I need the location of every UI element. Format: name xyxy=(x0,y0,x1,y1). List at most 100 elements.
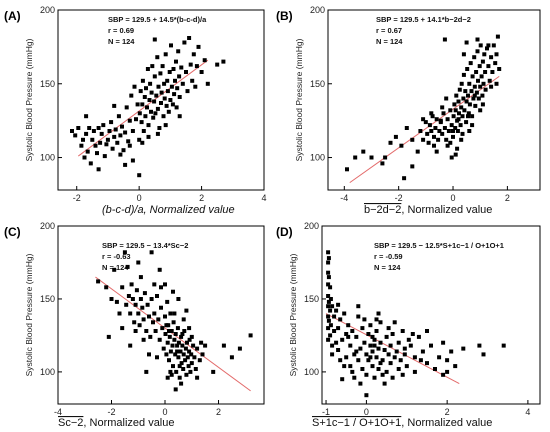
data-point xyxy=(104,142,109,147)
data-point xyxy=(142,95,147,99)
data-point xyxy=(147,314,151,319)
data-point xyxy=(390,332,395,336)
data-point xyxy=(148,334,153,339)
data-point xyxy=(125,264,130,269)
annotation-line: SBP = 129.5 − 12.5*S+1c−1 / O+1O+1 xyxy=(374,241,504,250)
data-point xyxy=(143,114,148,119)
data-point xyxy=(140,102,145,107)
data-point xyxy=(163,314,167,319)
data-point xyxy=(346,323,351,328)
data-point xyxy=(423,120,428,125)
annotation-line: N = 124 xyxy=(376,37,403,46)
data-point xyxy=(127,118,132,123)
data-point xyxy=(466,93,470,98)
data-point xyxy=(152,99,157,104)
data-point xyxy=(330,304,335,309)
data-point xyxy=(101,123,106,128)
data-point xyxy=(474,90,479,95)
data-point xyxy=(437,129,442,133)
data-point xyxy=(174,105,179,110)
data-point xyxy=(368,355,373,360)
data-point xyxy=(415,149,420,154)
data-point xyxy=(429,343,433,348)
data-point xyxy=(172,311,177,316)
data-point xyxy=(493,61,498,66)
data-point xyxy=(344,355,349,360)
data-point xyxy=(457,111,461,116)
x-axis-label: Sc−2, Normalized value xyxy=(58,417,174,429)
x-axis-label-suffix: , Normalized value xyxy=(401,204,492,216)
data-point xyxy=(118,133,123,138)
data-point xyxy=(370,334,375,339)
data-point xyxy=(364,372,369,377)
data-point xyxy=(421,137,426,142)
data-point xyxy=(404,126,409,130)
data-point xyxy=(169,372,174,377)
data-point xyxy=(426,140,431,145)
annotation-line: N = 124 xyxy=(374,263,401,272)
data-point xyxy=(425,131,430,136)
data-point xyxy=(117,311,122,316)
data-point xyxy=(112,134,117,139)
data-point xyxy=(70,129,74,133)
x-tick-label: 2 xyxy=(505,193,510,203)
x-axis-label-suffix: , Normalized value xyxy=(401,417,492,429)
data-point xyxy=(221,59,226,64)
data-point xyxy=(168,349,173,354)
data-point xyxy=(485,46,489,51)
data-point xyxy=(445,358,450,363)
data-point xyxy=(167,70,172,74)
data-point xyxy=(183,358,188,363)
data-point xyxy=(461,72,466,77)
data-point xyxy=(442,126,447,130)
x-axis-label-variable: S+1c−1 / O+1O+1 xyxy=(312,417,401,429)
data-point xyxy=(171,364,175,369)
data-point xyxy=(342,311,347,316)
data-point xyxy=(449,155,454,160)
regression-line xyxy=(77,59,209,157)
data-point xyxy=(328,297,333,301)
data-point xyxy=(441,372,446,377)
data-point xyxy=(137,173,142,178)
x-axis-label: (b-c-d)/a, Normalized value xyxy=(102,204,235,216)
data-point xyxy=(110,146,115,151)
data-point xyxy=(197,358,202,363)
data-point xyxy=(328,285,333,290)
data-point xyxy=(445,143,450,148)
data-point xyxy=(96,167,101,172)
data-point xyxy=(432,134,436,139)
data-point xyxy=(196,44,201,49)
x-axis-label-variable: Sc−2 xyxy=(58,417,83,429)
data-point xyxy=(184,372,189,377)
data-point xyxy=(459,137,464,142)
data-point xyxy=(129,282,134,287)
data-point xyxy=(107,129,112,133)
data-point xyxy=(452,102,457,107)
data-point xyxy=(374,355,379,360)
data-point xyxy=(478,43,483,48)
data-point xyxy=(382,348,387,352)
data-point xyxy=(164,103,169,108)
plot-frame xyxy=(57,9,265,191)
data-point xyxy=(193,84,198,89)
data-point xyxy=(490,70,495,74)
data-point xyxy=(145,302,150,307)
data-point xyxy=(467,102,472,107)
data-point xyxy=(192,355,197,360)
panel-4: (D) -1 0 2 4 100 150 200 Systolic Blood Pressure… xyxy=(276,221,541,429)
data-point xyxy=(168,311,173,316)
data-point xyxy=(350,369,355,374)
data-point xyxy=(332,314,337,319)
x-tick-label: 2 xyxy=(199,193,204,203)
data-point xyxy=(384,334,389,339)
data-point xyxy=(461,346,466,351)
data-point xyxy=(416,334,421,339)
data-point xyxy=(376,367,381,371)
data-point xyxy=(358,381,363,386)
y-axis-label: Systolic Blood Pressure (mmHg) xyxy=(294,38,304,161)
data-point xyxy=(441,340,446,345)
plot-frame xyxy=(327,9,541,191)
annotation-line: SBP = 129.5 + 14.5*(b-c-d)/a xyxy=(108,15,207,24)
data-point xyxy=(354,349,359,354)
y-tick-label: 100 xyxy=(304,367,319,377)
